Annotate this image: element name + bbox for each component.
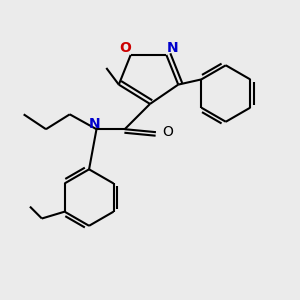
Text: O: O bbox=[163, 125, 173, 139]
Text: O: O bbox=[119, 41, 131, 56]
Text: N: N bbox=[89, 117, 101, 131]
Text: N: N bbox=[167, 41, 179, 56]
